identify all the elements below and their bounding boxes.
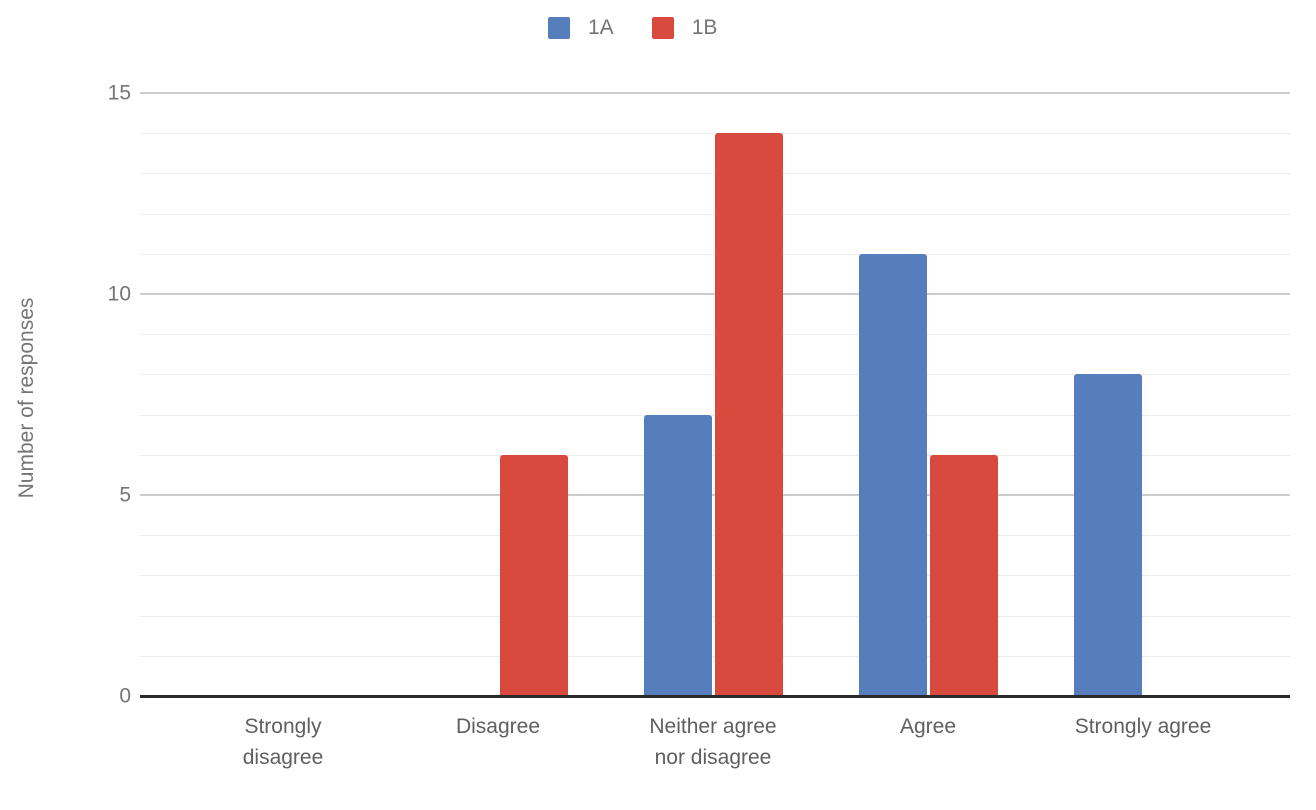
x-category-label: Agree: [899, 715, 957, 738]
legend-item-1a: 1A: [548, 17, 614, 39]
legend-label: 1A: [588, 16, 614, 39]
x-category-label: Strongly disagree: [242, 715, 324, 769]
legend-item-1b: 1B: [651, 16, 718, 39]
legend-swatch-1a: [548, 17, 570, 39]
x-category-label: Neither agree nor disagree: [649, 715, 777, 769]
y-tick-label: 10: [107, 282, 131, 306]
y-tick-label: 15: [107, 81, 131, 105]
bar-series-1b: [929, 454, 998, 696]
legend: 1A 1B: [548, 17, 717, 39]
legend-label: 1B: [691, 16, 718, 39]
legend-swatch-1b: [651, 17, 674, 39]
bar-series-1a: [1073, 374, 1142, 696]
x-axis-line: [140, 695, 1290, 698]
bar-series-1a: [643, 414, 712, 696]
y-tick-label: 5: [119, 483, 131, 507]
y-axis-title: Number of responses: [15, 297, 38, 499]
y-tick-label: 0: [119, 684, 131, 708]
x-category-label: Strongly agree: [1074, 715, 1212, 738]
bar-series-1a: [858, 253, 927, 696]
bar-series-1b: [714, 133, 783, 696]
major-gridline: [140, 92, 1290, 94]
bar-series-1b: [499, 454, 568, 696]
x-category-label: Disagree: [455, 715, 541, 738]
